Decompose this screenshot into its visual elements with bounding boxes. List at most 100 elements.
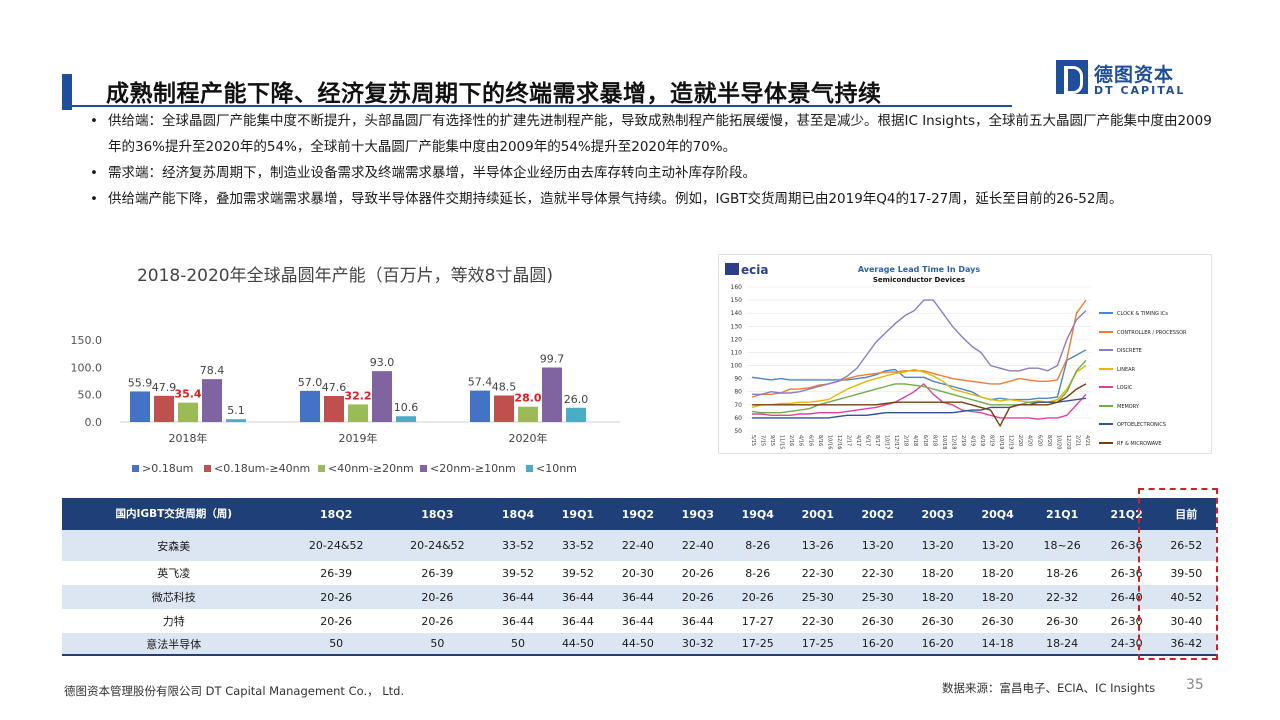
bullet-supply: 供给端：全球晶圆厂产能集中度不断提升，头部晶圆厂有选择性的扩建先进制程产能，导致… (86, 108, 1216, 160)
row-vendor-name: 力特 (62, 609, 286, 633)
table-cell: 26-30 (1027, 609, 1097, 633)
lead-y-tick: 100 (731, 363, 743, 370)
lead-x-tick: 9/15 (769, 435, 775, 446)
ecia-chart-title: Average Lead Time In Days (857, 265, 981, 274)
logo-d-icon (1056, 60, 1088, 94)
table-cell: 50 (386, 633, 488, 656)
legend-swatch (1099, 386, 1113, 388)
bar (130, 391, 150, 422)
page-title: 成熟制程产能下降、经济复苏周期下的终端需求暴增，造就半导体景气持续 (106, 81, 882, 107)
table-cell: 18-20 (967, 585, 1028, 609)
lead-x-tick: 5/15 (750, 435, 756, 446)
bar-value-label: 57.4 (468, 376, 493, 389)
table-cell: 22-32 (1027, 585, 1097, 609)
lead-x-tick: 8/19 (989, 435, 995, 446)
bar (178, 402, 198, 422)
col-header: 19Q1 (547, 498, 608, 530)
bar (300, 390, 320, 422)
table-cell: 17-27 (727, 609, 788, 633)
table-cell: 18-24 (1027, 633, 1097, 656)
page-number: 35 (1186, 677, 1204, 693)
table-cell: 24-30 (1096, 633, 1157, 656)
table-cell: 8-26 (727, 530, 788, 561)
table-cell: 16-20 (907, 633, 968, 656)
table-row: 意法半导体 50 50 50 44-50 44-50 30-32 17-25 17-25 16-2… (62, 633, 1216, 656)
table-cell: 18-26 (1027, 561, 1097, 585)
table-cell: 26-30 (1096, 609, 1157, 633)
legend-swatch (1099, 441, 1113, 444)
table-cell: 20-30 (607, 561, 668, 585)
bar (324, 395, 344, 422)
lead-x-tick: 10/19 (998, 435, 1004, 449)
lead-legend-item: DISCRETE (1099, 348, 1142, 354)
lead-legend-item: CLOCK & TIMING ICs (1099, 311, 1168, 317)
table-cell: 36-44 (488, 585, 548, 609)
table-cell: 26-40 (1096, 585, 1157, 609)
series-line (751, 299, 1087, 398)
col-header: 20Q1 (787, 498, 848, 530)
lead-x-tick: 12/19 (1008, 435, 1014, 449)
lead-x-tick: 6/16 (807, 435, 813, 446)
table-cell: 20-26 (667, 585, 728, 609)
col-header: 20Q4 (967, 498, 1028, 530)
lead-x-tick: 10/20 (1055, 435, 1061, 449)
lead-y-tick: 70 (734, 402, 742, 409)
table-cell: 20-26 (285, 585, 387, 609)
table-cell: 14-18 (967, 633, 1028, 656)
table-cell: 33-52 (488, 530, 548, 561)
table-cell: 25-30 (847, 585, 908, 609)
bar (154, 395, 174, 422)
col-header: 21Q1 (1027, 498, 1097, 530)
y-tick-label: 0.0 (85, 416, 103, 429)
bar (372, 371, 392, 422)
lead-x-tick: 10/16 (826, 435, 832, 449)
category-label: 2018年 (169, 431, 208, 445)
table-cell: 16-20 (847, 633, 908, 656)
lead-x-tick: 4/21 (1084, 435, 1090, 446)
legend-swatch (1099, 404, 1113, 407)
lead-legend-item: CONTROLLER / PROCESSOR (1099, 330, 1187, 336)
bar-value-label: 32.2 (344, 389, 371, 402)
legend-label: <40nm-≥20nm (328, 462, 414, 475)
bar-chart-title: 2018-2020年全球晶圆年产能（百万片，等效8寸晶圆) (136, 266, 554, 286)
bar-value-label: 47.6 (322, 381, 347, 394)
lead-x-tick: 10/18 (941, 435, 947, 449)
lead-time-line-chart: 160 150 140 130 120 110 100 90 80 70 60 50 5/15 7/15 9… (731, 284, 1091, 449)
lead-y-tick: 80 (734, 389, 742, 396)
bar (396, 416, 416, 422)
table-cell: 25-30 (787, 585, 848, 609)
table-cell: 26-39 (386, 561, 488, 585)
lead-x-tick: 4/17 (855, 435, 861, 446)
category-label: 2020年 (509, 431, 548, 445)
table-cell: 36-44 (667, 609, 728, 633)
table-cell: 13-26 (787, 530, 848, 561)
bar (494, 395, 514, 422)
lead-x-tick: 2/19 (960, 435, 966, 446)
bar-value-label: 5.1 (227, 404, 245, 417)
company-logo: 德图资本 DT CAPITAL (1056, 60, 1216, 98)
col-header: 19Q3 (667, 498, 728, 530)
legend-label: <20nm-≥10nm (430, 462, 516, 475)
legend-swatch (1099, 423, 1113, 425)
legend-swatch (1099, 349, 1113, 351)
table-cell: 20-26 (386, 585, 488, 609)
table-cell: 40-52 (1156, 585, 1216, 609)
logo-cn-text: 德图资本 (1094, 64, 1175, 86)
lead-x-tick: 6/17 (865, 435, 871, 446)
lead-x-tick: 12/17 (893, 435, 899, 449)
igbt-lead-time-table: 国内IGBT交货周期（周) 18Q2 18Q3 18Q4 19Q1 19Q2 1… (62, 498, 1216, 656)
table-row: 微芯科技 20-26 20-26 36-44 36-44 36-44 20-26 20-26 2… (62, 585, 1216, 609)
bar (518, 406, 538, 422)
series-line (752, 382, 1087, 420)
lead-legend-label: RF & MICROWAVE (1117, 440, 1162, 447)
legend-swatch (526, 465, 533, 472)
lead-legend-label: CLOCK & TIMING ICs (1117, 311, 1168, 317)
col-header: 18Q4 (488, 498, 548, 530)
lead-x-tick: 2/16 (788, 435, 794, 446)
lead-legend-label: LOGIC (1117, 385, 1133, 391)
table-cell: 20-26 (285, 609, 387, 633)
lead-x-tick: 2/17 (845, 435, 851, 446)
lead-legend-label: MEMORY (1117, 403, 1139, 410)
table-cell: 36-44 (607, 609, 668, 633)
bar (470, 390, 490, 422)
